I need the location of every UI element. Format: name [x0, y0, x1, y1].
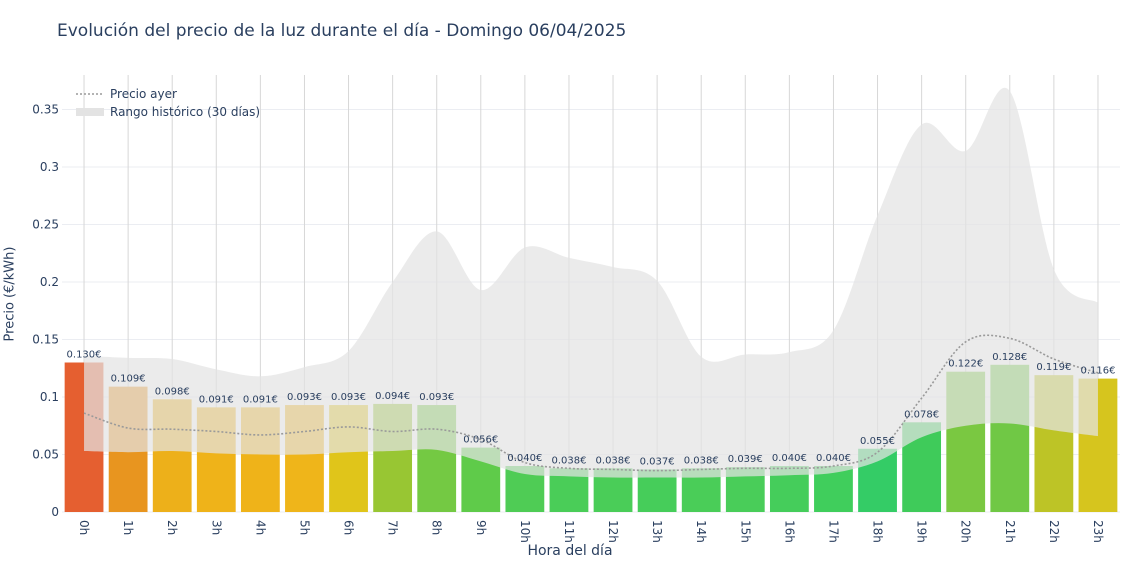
yesterday-price-line	[83, 334, 1099, 472]
x-tick-label: 10h	[518, 520, 532, 543]
x-tick-label: 23h	[1091, 520, 1105, 543]
y-tick-label: 0	[51, 505, 59, 519]
x-tick-label: 6h	[342, 520, 356, 535]
x-tick-label: 18h	[871, 520, 885, 543]
legend-yesterday-label: Precio ayer	[110, 87, 177, 101]
bar-value-label: 0.038€	[551, 455, 586, 466]
bar-value-label: 0.040€	[507, 453, 542, 464]
x-tick-label: 11h	[562, 520, 576, 543]
x-tick-label: 13h	[650, 520, 664, 543]
bar-value-label: 0.040€	[816, 453, 851, 464]
y-tick-label: 0.35	[32, 103, 59, 117]
bar-value-label: 0.128€	[992, 352, 1027, 363]
bar-value-label: 0.040€	[772, 453, 807, 464]
x-tick-label: 2h	[165, 520, 179, 535]
bar-value-label: 0.116€	[1080, 366, 1115, 377]
bar-value-label: 0.055€	[860, 436, 895, 447]
x-axis-label: Hora del día	[527, 543, 613, 559]
x-tick-label: 4h	[253, 520, 267, 535]
x-tick-label: 0h	[77, 520, 91, 535]
x-tick-label: 3h	[209, 520, 223, 535]
bar-value-label: 0.093€	[287, 392, 322, 403]
chart-title: Evolución del precio de la luz durante e…	[57, 21, 627, 41]
bar-value-label: 0.078€	[904, 409, 939, 420]
bar-value-label: 0.039€	[728, 454, 763, 465]
bar-value-label: 0.098€	[155, 386, 190, 397]
bar-value-label: 0.091€	[199, 394, 234, 405]
y-tick-label: 0.25	[32, 218, 59, 232]
x-tick-label: 20h	[959, 520, 973, 543]
bar-value-label: 0.038€	[596, 455, 631, 466]
x-tick-label: 17h	[826, 520, 840, 543]
bar-value-label: 0.109€	[111, 374, 146, 385]
x-tick-label: 9h	[474, 520, 488, 535]
x-tick-label: 21h	[1003, 520, 1017, 543]
bar-value-label: 0.093€	[419, 392, 454, 403]
bar-value-label: 0.119€	[1036, 362, 1071, 373]
legend-range-label: Rango histórico (30 días)	[110, 105, 260, 119]
bar-value-label: 0.091€	[243, 394, 278, 405]
bar-value-label: 0.130€	[67, 350, 102, 361]
x-tick-label: 8h	[430, 520, 444, 535]
historical-range-area	[84, 87, 1098, 478]
x-tick-label: 19h	[915, 520, 929, 543]
bar-value-label: 0.093€	[331, 392, 366, 403]
x-tick-label: 5h	[297, 520, 311, 535]
y-tick-label: 0.15	[32, 333, 59, 347]
x-tick-label: 22h	[1047, 520, 1061, 543]
bar-value-label: 0.122€	[948, 359, 983, 370]
x-tick-label: 7h	[386, 520, 400, 535]
bar-value-label: 0.056€	[463, 435, 498, 446]
bar-value-label: 0.094€	[375, 391, 410, 402]
x-tick-label: 16h	[782, 520, 796, 543]
bar-value-label: 0.037€	[640, 456, 675, 467]
y-tick-label: 0.3	[40, 160, 59, 174]
x-tick-label: 15h	[738, 520, 752, 543]
y-tick-label: 0.2	[40, 275, 59, 289]
x-tick-label: 14h	[694, 520, 708, 543]
y-axis-label: Precio (€/kWh)	[2, 246, 18, 342]
x-tick-label: 12h	[606, 520, 620, 543]
bar-value-label: 0.038€	[684, 455, 719, 466]
y-tick-label: 0.05	[32, 448, 59, 462]
legend-range-swatch	[76, 108, 104, 116]
x-tick-label: 1h	[121, 520, 135, 535]
y-tick-label: 0.1	[40, 390, 59, 404]
